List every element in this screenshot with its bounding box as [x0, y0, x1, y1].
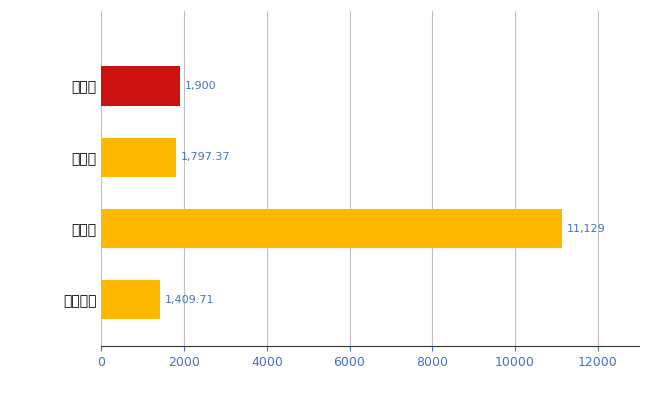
Text: 1,409.71: 1,409.71: [164, 295, 214, 305]
Text: 1,797.37: 1,797.37: [181, 152, 230, 162]
Bar: [101, 138, 176, 177]
Text: 11,129: 11,129: [567, 224, 605, 234]
Bar: [101, 280, 160, 320]
Bar: [101, 66, 180, 106]
Bar: [101, 209, 562, 248]
Text: 1,900: 1,900: [185, 81, 216, 91]
